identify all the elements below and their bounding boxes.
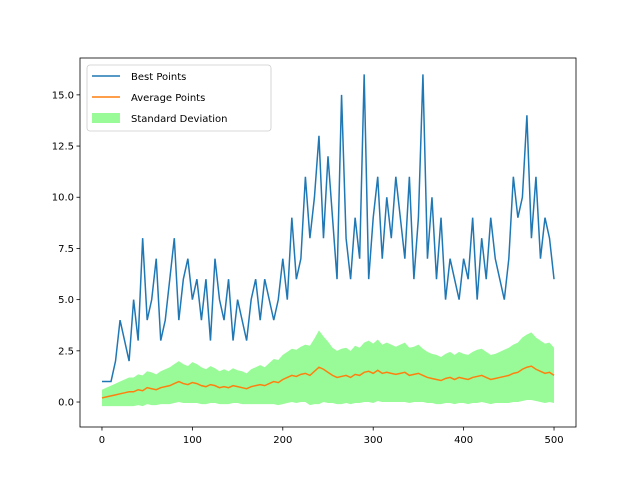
legend-best-label: Best Points <box>131 72 186 83</box>
x-tick-label: 400 <box>454 435 473 446</box>
legend-std-swatch <box>92 113 120 123</box>
x-tick-label: 100 <box>183 435 202 446</box>
legend: Best Points Average Points Standard Devi… <box>86 64 272 132</box>
y-tick-label: 2.5 <box>58 346 74 357</box>
y-tick-label: 7.5 <box>58 244 74 255</box>
y-tick-label: 10.0 <box>52 193 74 204</box>
best-points-line <box>101 74 555 383</box>
plot-area <box>101 74 555 407</box>
x-tick-label: 0 <box>99 435 105 446</box>
x-tick-label: 200 <box>273 435 292 446</box>
x-axis: 0 100 200 300 400 500 <box>99 427 564 446</box>
legend-average-label: Average Points <box>131 93 205 104</box>
legend-std-label: Standard Deviation <box>131 114 228 125</box>
x-tick-label: 300 <box>364 435 383 446</box>
y-axis: 0.0 2.5 5.0 7.5 10.0 12.5 15.0 <box>52 90 80 409</box>
legend-box <box>86 64 272 132</box>
y-tick-label: 0.0 <box>58 398 74 409</box>
axes-frame <box>79 57 577 428</box>
std-deviation-band <box>101 330 555 407</box>
y-tick-label: 12.5 <box>52 142 74 153</box>
y-tick-label: 5.0 <box>58 295 74 306</box>
average-points-line <box>101 365 555 399</box>
x-tick-label: 500 <box>544 435 563 446</box>
y-tick-label: 15.0 <box>52 90 74 101</box>
